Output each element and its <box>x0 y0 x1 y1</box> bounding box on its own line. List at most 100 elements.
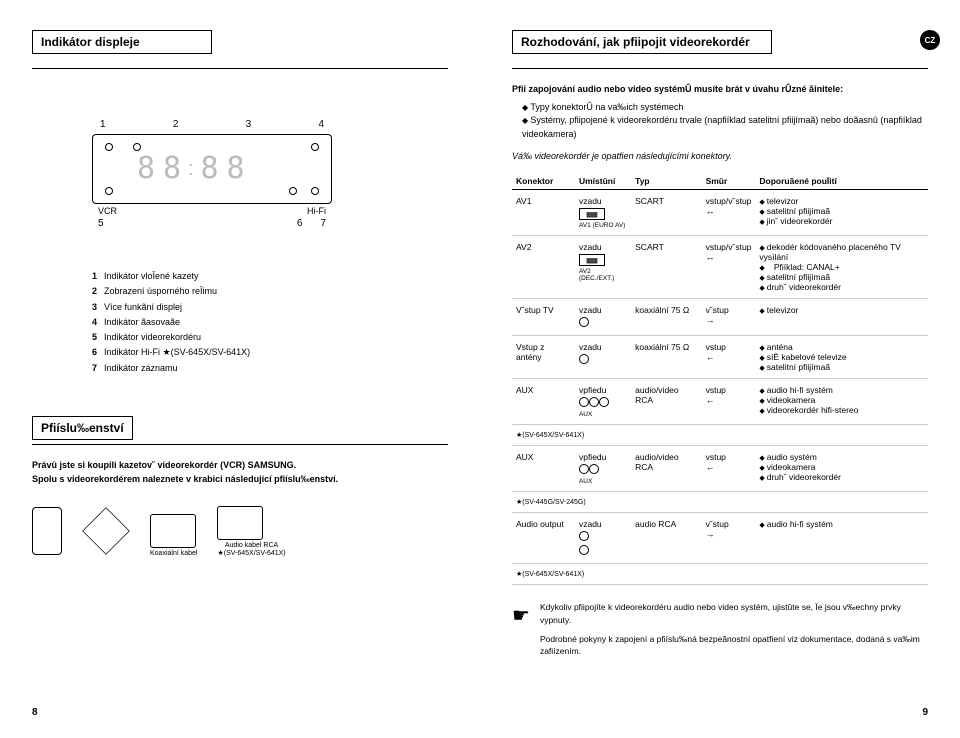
callout-7: 7 <box>320 218 326 229</box>
page-title-right: Rozhodování, jak pfiipojit videorekordér <box>512 30 772 54</box>
warning-block: ☛ Kdykoliv pfiipojíte k videorekordéru a… <box>512 601 928 658</box>
cell-connector: Audio output <box>512 513 575 564</box>
rca-icon <box>589 464 599 474</box>
use-item: jin˘ videorekordér <box>759 216 924 226</box>
cell-location: vzadu▓▓▓AV1 (EURO AV) <box>575 190 631 236</box>
page-left: Indikátor displeje 1 2 3 4 8 8 : 8 8 <box>0 0 480 738</box>
table-row-footnote: ★(SV-645X/SV-641X) <box>512 564 928 585</box>
rca-icon <box>579 464 589 474</box>
coax-icon <box>579 317 589 327</box>
cell-direction: vstup← <box>702 379 756 425</box>
accessories-row: Koaxiální kabel Audio kabel RCA ★(SV-645… <box>32 506 448 557</box>
legend-list: 1Indikátor vloÏené kazety 2Zobrazení úsp… <box>92 269 448 376</box>
seven-segment: 8 8 : 8 8 <box>135 151 247 187</box>
connector-table: Konektor Umístûní Typ Smûr Doporuãené po… <box>512 173 928 585</box>
cell-type: koaxiální 75 Ω <box>631 299 701 336</box>
led-4 <box>311 143 319 151</box>
cell-direction: vstup← <box>702 336 756 379</box>
display-diagram: 1 2 3 4 8 8 : 8 8 <box>92 119 332 229</box>
cell-location: vzadu <box>575 336 631 379</box>
th-use: Doporuãené pouÏití <box>755 173 928 190</box>
cell-direction: vstup/v˘stup↔ <box>702 236 756 299</box>
cz-badge: CZ <box>920 30 940 50</box>
rule <box>32 68 448 69</box>
acc-line1: Právû jste si koupili kazetov˘ videoreko… <box>32 459 448 473</box>
legend-5: Indikátor videorekordéru <box>104 332 201 342</box>
intro-b2: Systémy, pfiipojené k videorekordéru trv… <box>522 114 928 141</box>
page-title-left: Indikátor displeje <box>32 30 212 54</box>
row-footnote: ★(SV-645X/SV-641X) <box>512 425 928 446</box>
rca-icon <box>579 531 589 541</box>
intro-b1: Typy konektorÛ na va‰ich systémech <box>522 101 928 115</box>
legend-1: Indikátor vloÏené kazety <box>104 271 199 281</box>
callout-4: 4 <box>318 119 324 130</box>
callout-1: 1 <box>100 119 106 130</box>
cell-use: audio systémvideokameradruh˘ videorekord… <box>755 446 928 492</box>
rule-r <box>512 68 928 69</box>
cell-use: televizorsatelitní pfiijímaãjin˘ videore… <box>755 190 928 236</box>
table-row: Vstup z antényvzadukoaxiální 75 Ωvstup←a… <box>512 336 928 379</box>
cell-use: anténasíÈ kabelové televizesatelitní pfi… <box>755 336 928 379</box>
legend-6: Indikátor Hi-Fi ★(SV-645X/SV-641X) <box>104 347 250 357</box>
accessories-title: Pfiíslu‰enství <box>32 416 133 440</box>
rule-2 <box>32 444 448 445</box>
cell-connector: AUX <box>512 446 575 492</box>
scart-icon: ▓▓▓ <box>579 254 605 266</box>
cell-direction: v˘stup→ <box>702 299 756 336</box>
use-item: satelitní pfiijímaã <box>759 206 924 216</box>
use-item: satelitní pfiijímaã <box>759 362 924 372</box>
rca-icon <box>589 397 599 407</box>
cell-location: vpfieduAUX <box>575 379 631 425</box>
legend-2: Zobrazení úsporného reÏimu <box>104 286 217 296</box>
display-panel: 8 8 : 8 8 <box>92 134 332 204</box>
accessories-text: Právû jste si koupili kazetov˘ videoreko… <box>32 459 448 486</box>
use-item: videokamera <box>759 462 924 472</box>
cell-type: audio/video RCA <box>631 379 701 425</box>
acc-remote <box>32 507 62 557</box>
callout-5: 5 <box>98 218 104 229</box>
cell-connector: AV1 <box>512 190 575 236</box>
th-direction: Smûr <box>702 173 756 190</box>
led-1 <box>105 143 113 151</box>
use-item: síÈ kabelové televize <box>759 352 924 362</box>
intro-lead: Pfii zapojování audio nebo video systémÛ… <box>512 83 928 97</box>
cell-direction: vstup/v˘stup↔ <box>702 190 756 236</box>
cell-type: koaxiální 75 Ω <box>631 336 701 379</box>
legend-3: Více funkãní displej <box>104 302 182 312</box>
warn-line2: Podrobné pokyny k zapojení a pfiíslu‰ná … <box>540 633 928 659</box>
led-6 <box>289 187 297 195</box>
cell-type: SCART <box>631 190 701 236</box>
use-item: anténa <box>759 342 924 352</box>
cell-connector: V˘stup TV <box>512 299 575 336</box>
cell-use: audio hi-fi systém <box>755 513 928 564</box>
cell-location: vzadu <box>575 513 631 564</box>
callout-6: 6 <box>297 218 303 229</box>
callout-2: 2 <box>173 119 179 130</box>
row-footnote: ★(SV-645X/SV-641X) <box>512 564 928 585</box>
page-number-left: 8 <box>32 707 38 718</box>
cell-direction: vstup← <box>702 446 756 492</box>
table-row: AV2vzadu▓▓▓AV2 (DEC./EXT.)SCARTvstup/v˘s… <box>512 236 928 299</box>
use-item: audio hi-fi systém <box>759 385 924 395</box>
use-item: videokamera <box>759 395 924 405</box>
hifi-label: Hi-Fi <box>307 206 326 216</box>
use-item: audio hi-fi systém <box>759 519 924 529</box>
scart-icon: ▓▓▓ <box>579 208 605 220</box>
acc-rca: Audio kabel RCA ★(SV-645X/SV-641X) <box>217 506 285 557</box>
table-row-footnote: ★(SV-445G/SV-245G) <box>512 492 928 513</box>
table-row: AUXvpfieduAUXaudio/video RCAvstup←audio … <box>512 379 928 425</box>
row-footnote: ★(SV-445G/SV-245G) <box>512 492 928 513</box>
intro-block: Pfii zapojování audio nebo video systémÛ… <box>512 83 928 141</box>
connector-note: Vá‰ videorekordér je opatfien následujíc… <box>512 151 928 161</box>
callout-nums-bot: 5 6 7 <box>92 216 332 229</box>
led-2 <box>133 143 141 151</box>
legend-7: Indikátor záznamu <box>104 363 178 373</box>
cell-use: audio hi-fi systémvideokameravideorekord… <box>755 379 928 425</box>
use-item: druh˘ videorekordér <box>759 472 924 482</box>
acc-coax: Koaxiální kabel <box>150 514 197 557</box>
cell-direction: v˘stup→ <box>702 513 756 564</box>
rca-icon <box>579 545 589 555</box>
table-row: AUXvpfieduAUXaudio/video RCAvstup←audio … <box>512 446 928 492</box>
use-item: televizor <box>759 305 924 315</box>
acc-line2: Spolu s videorekordérem naleznete v krab… <box>32 473 448 487</box>
